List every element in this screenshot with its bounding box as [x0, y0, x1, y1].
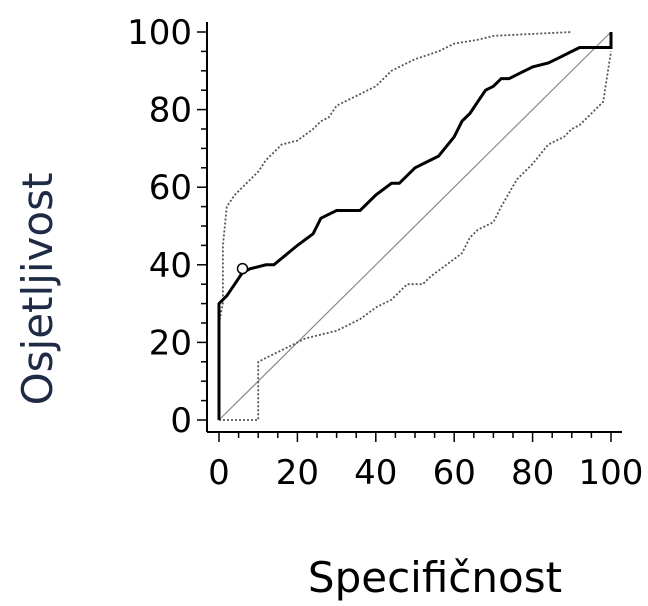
ticks	[197, 31, 612, 442]
x-tick-label: 100	[579, 453, 644, 493]
y-tick-label: 100	[127, 13, 192, 53]
confidence-bound-line	[219, 51, 612, 421]
y-tick-label: 80	[149, 91, 192, 131]
confidence-bound-line	[218, 31, 572, 420]
x-axis-title: Specifičnost	[308, 553, 562, 602]
y-tick-label: 60	[149, 168, 192, 208]
y-tick-label: 40	[149, 246, 192, 286]
tick-labels: 0 20 40 60 80 100 0 20 40 60 80 100	[127, 13, 643, 493]
y-tick-label: 0	[170, 401, 192, 441]
reference-diagonal-line	[218, 31, 612, 421]
plot-area	[217, 31, 613, 421]
x-tick-label: 80	[511, 453, 554, 493]
y-tick-label: 20	[149, 323, 192, 363]
roc-curve-line	[217, 32, 613, 420]
x-tick-label: 40	[354, 453, 397, 493]
x-tick-label: 0	[208, 453, 230, 493]
y-axis-title: Osjetljivost	[13, 173, 62, 406]
cutoff-point-marker	[236, 262, 249, 275]
x-tick-label: 20	[276, 453, 319, 493]
x-tick-label: 60	[433, 453, 476, 493]
